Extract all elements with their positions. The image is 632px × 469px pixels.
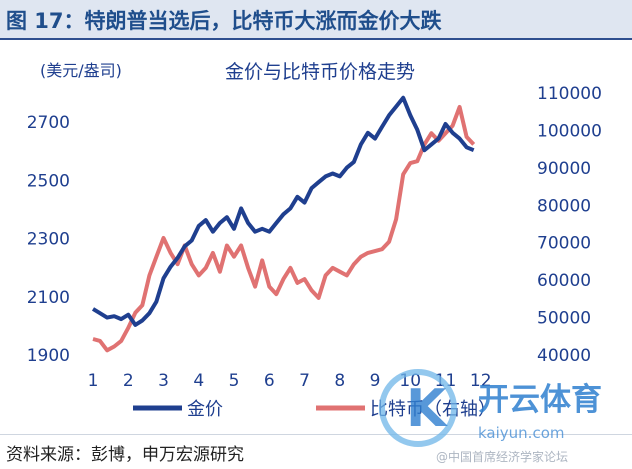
y-left-tick-label: 2700 [27, 113, 70, 133]
watermark-ring-icon [379, 369, 457, 447]
y-right-tick-label: 70000 [537, 234, 591, 254]
y-right-tick-label: 40000 [537, 346, 591, 366]
x-tick-label: 8 [334, 371, 345, 391]
y-left-tick-label: 1900 [27, 346, 70, 366]
legend-label-gold: 金价 [187, 399, 223, 420]
legend: 金价 比特币（右轴） [133, 399, 496, 420]
x-tick-label: 2 [123, 371, 134, 391]
series-line-gold [91, 95, 475, 327]
x-tick-label: 6 [264, 371, 275, 391]
right-axis-ticks: 40000 50000 60000 70000 80000 90000 100000 1100… [537, 84, 602, 366]
chart-title: 金价与比特币价格走势 [225, 61, 415, 83]
y-right-tick-label: 50000 [537, 309, 591, 329]
x-tick-label: 4 [193, 371, 204, 391]
y-left-tick-label: 2300 [27, 230, 70, 250]
watermark-brand: 开云体育 [478, 382, 602, 418]
figure-title: 图 17：特朗普当选后，比特币大涨而金价大跌 [6, 9, 442, 33]
y-right-tick-label: 80000 [537, 196, 591, 216]
series-line-bitcoin [92, 105, 476, 353]
y-right-tick-label: 110000 [537, 84, 602, 104]
x-tick-label: 7 [299, 371, 310, 391]
watermark-site: kaiyun.com [478, 424, 564, 442]
y-right-tick-label: 60000 [537, 271, 591, 291]
plot-lines [91, 95, 476, 353]
y-right-tick-label: 90000 [537, 159, 591, 179]
legend-label-bitcoin: 比特币（右轴） [370, 399, 496, 420]
left-axis-ticks: 1900 2100 2300 2500 2700 [27, 113, 70, 366]
watermark: K 开云体育 kaiyun.com @中国首席经济学家论坛 [379, 369, 602, 464]
watermark-letter: K [406, 379, 448, 439]
watermark-faint-text: @中国首席经济学家论坛 [436, 449, 568, 464]
divider [0, 434, 632, 435]
x-tick-label: 12 [470, 371, 492, 391]
y-left-tick-label: 2100 [27, 288, 70, 308]
chart: 1900 2100 2300 2500 2700 40000 50000 60000 7000… [27, 61, 602, 420]
source-note: 资料来源：彭博，申万宏源研究 [6, 445, 244, 465]
title-bar: 图 17：特朗普当选后，比特币大涨而金价大跌 [0, 0, 632, 40]
y-right-tick-label: 100000 [537, 121, 602, 141]
x-tick-label: 9 [370, 371, 381, 391]
x-tick-label: 1 [88, 371, 99, 391]
y-left-unit: (美元/盎司) [40, 61, 122, 80]
y-left-tick-label: 2500 [27, 171, 70, 191]
x-tick-label: 3 [158, 371, 169, 391]
x-tick-label: 5 [229, 371, 240, 391]
